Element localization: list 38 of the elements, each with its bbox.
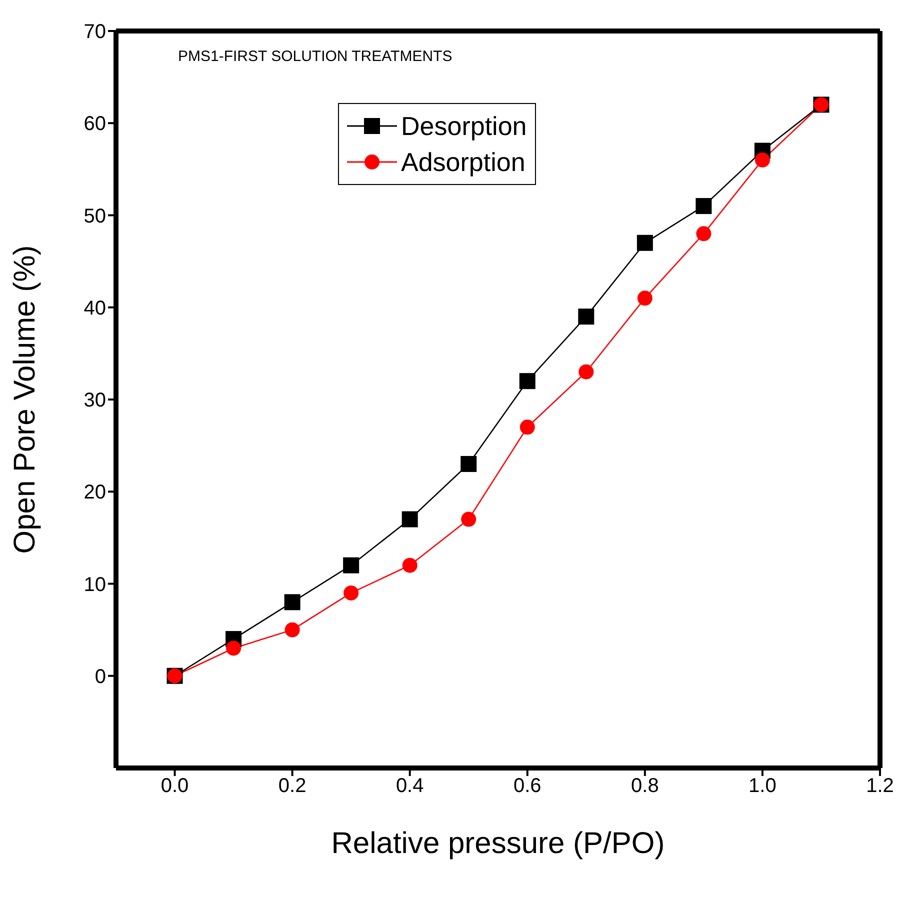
point <box>226 640 242 656</box>
y-tick-label: 20 <box>84 482 106 504</box>
point <box>519 373 536 390</box>
x-tick-label: 1.2 <box>866 775 894 798</box>
point <box>696 198 712 214</box>
point <box>696 226 712 242</box>
point <box>578 364 594 380</box>
text: PMS1-FIRST SOLUTION TREATMENTS <box>178 48 452 65</box>
legend-label: Desorption <box>401 110 527 143</box>
y-tick-label: 70 <box>84 21 106 44</box>
point <box>402 558 418 573</box>
point <box>460 456 477 472</box>
point <box>636 234 653 251</box>
x-tick-label: 0.2 <box>278 775 306 798</box>
legend-label: Adsorption <box>401 146 526 179</box>
point <box>461 512 476 527</box>
y-tick-label: 60 <box>84 113 106 136</box>
y-tick-label: 50 <box>84 205 106 228</box>
x-tick-label: 1.0 <box>748 775 776 798</box>
x-tick-label: 0.0 <box>160 775 189 798</box>
y-axis-title: Open Pore Volume (%) <box>8 245 42 554</box>
y-tick-label: 10 <box>84 574 106 596</box>
x-tick-label: 0.8 <box>631 775 659 798</box>
point <box>637 290 652 306</box>
y-tick-label: 40 <box>84 297 106 320</box>
x-tick-label: 0.4 <box>396 775 424 798</box>
x-axis-title: Relative pressure (P/PO) <box>331 827 665 860</box>
y-tick-label: 0 <box>94 666 106 688</box>
x-tick-label: 0.6 <box>513 775 542 798</box>
point <box>520 420 535 435</box>
point <box>578 308 594 325</box>
point <box>754 152 770 168</box>
point <box>284 622 300 638</box>
point <box>402 511 418 528</box>
y-tick-label: 30 <box>84 390 106 412</box>
point <box>343 557 360 574</box>
point <box>344 585 359 600</box>
point <box>284 594 300 610</box>
